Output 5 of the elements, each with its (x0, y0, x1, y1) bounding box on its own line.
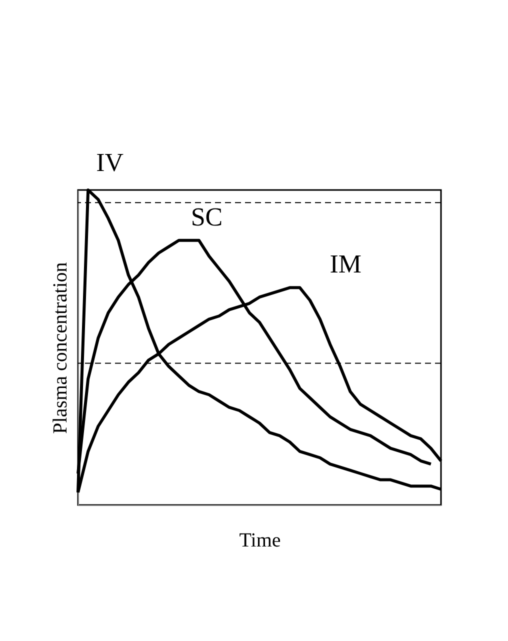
x-axis-title: Time (239, 530, 281, 552)
series-label: SC (190, 202, 223, 232)
y-axis-title: Plasma concentration (50, 262, 72, 434)
series-label: IM (330, 250, 362, 279)
series-label: IV (96, 148, 124, 177)
